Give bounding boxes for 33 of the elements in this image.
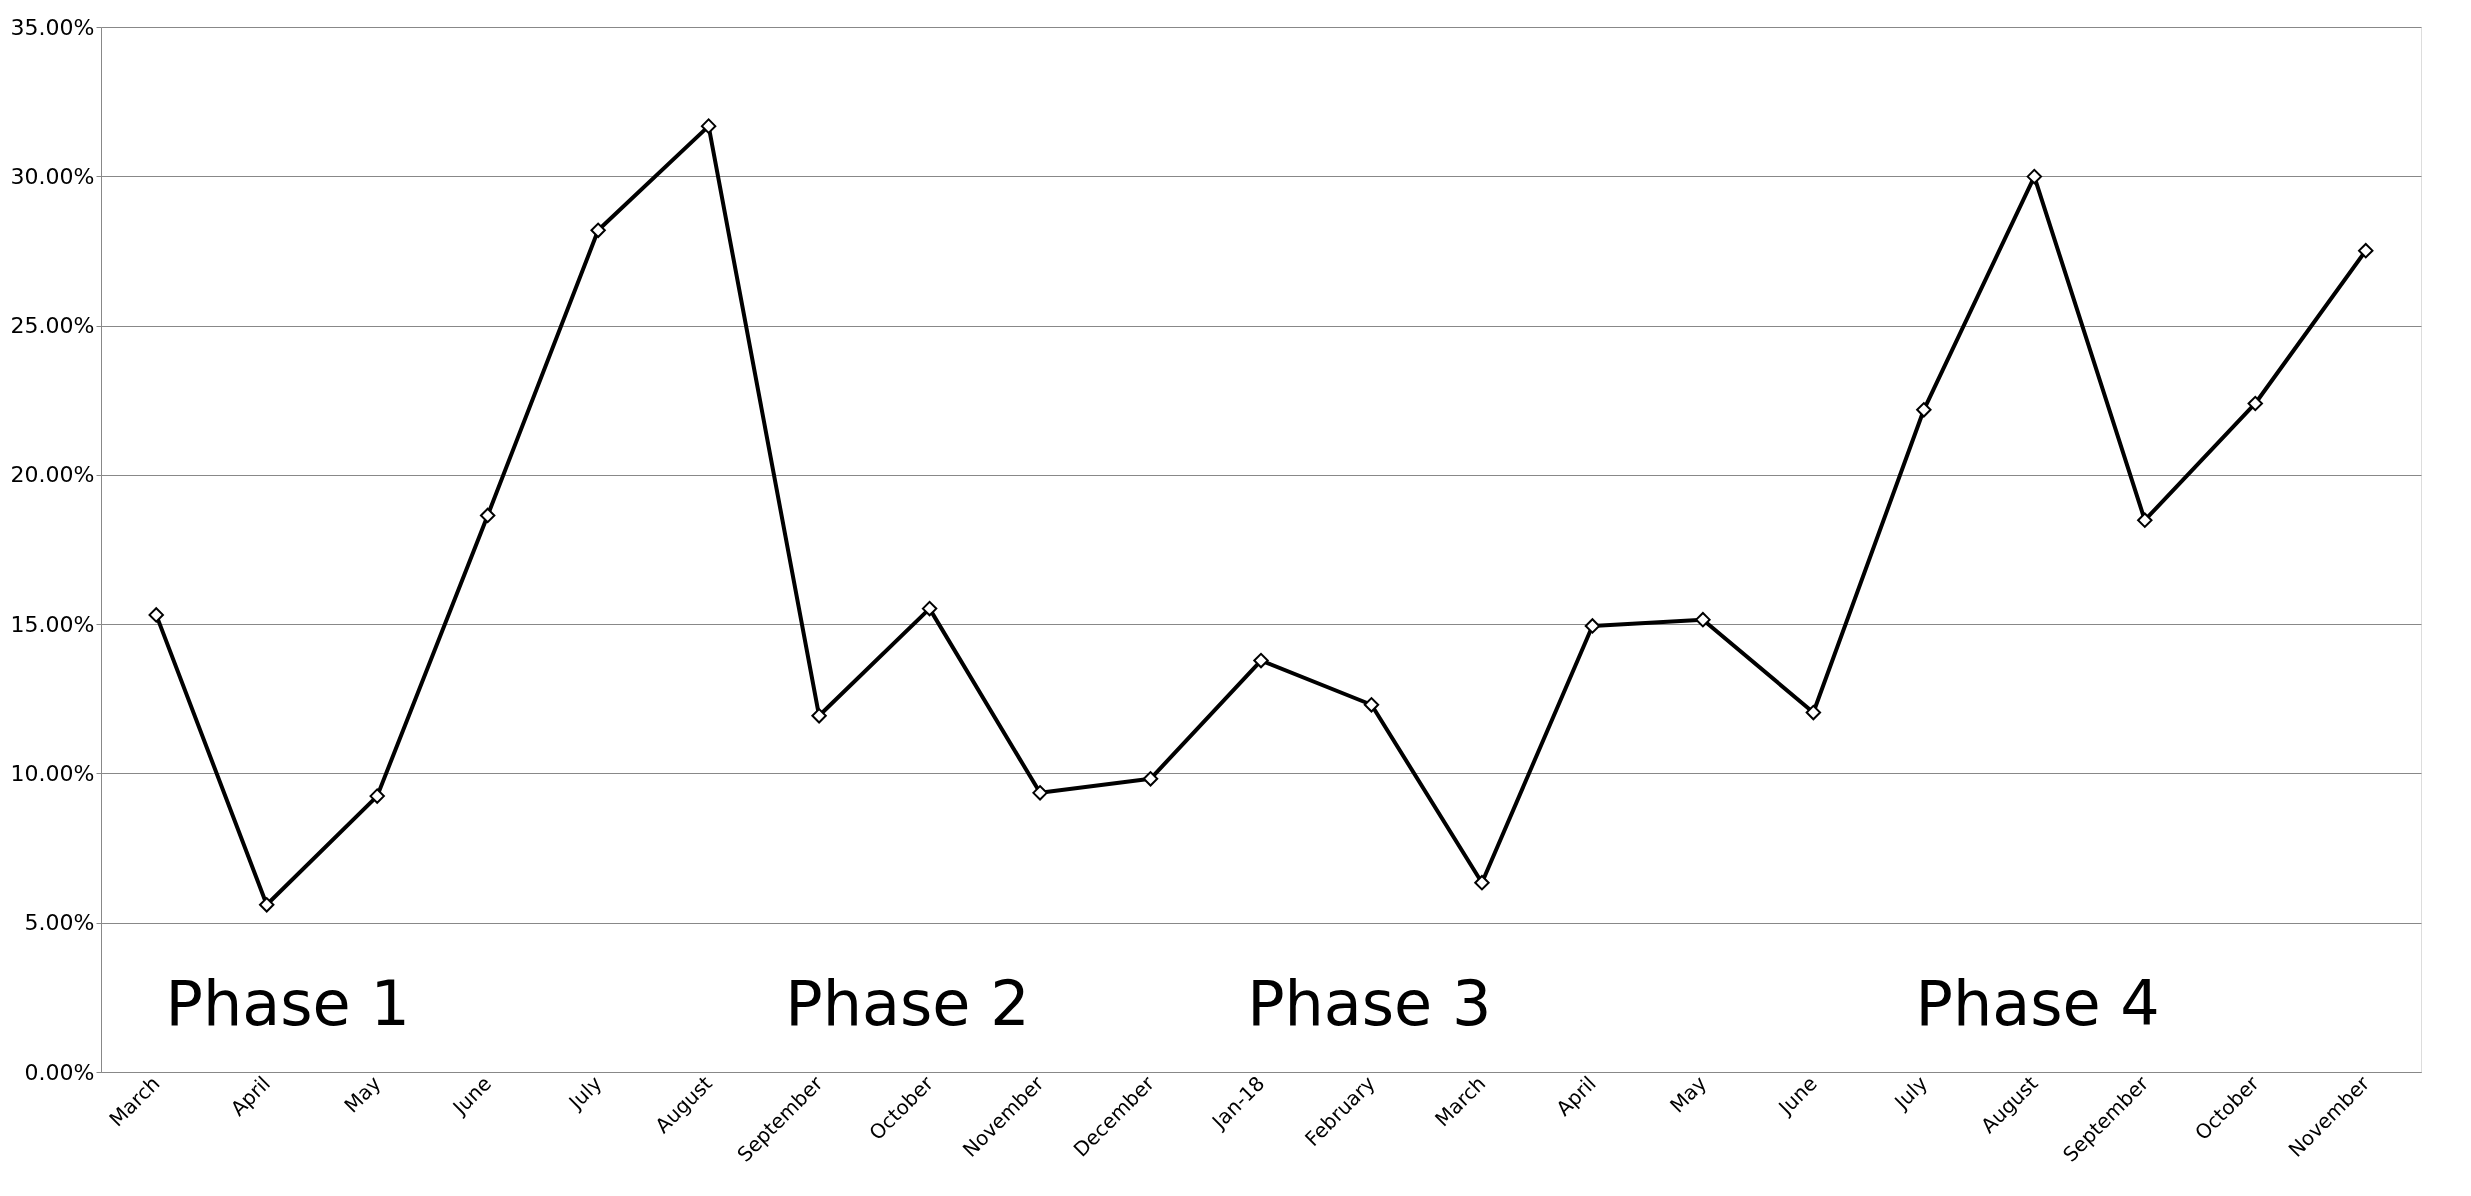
point	[2247, 395, 2263, 412]
y-tick-label: 25.00%	[10, 313, 95, 339]
point	[1142, 771, 1159, 787]
point	[2026, 168, 2043, 185]
point	[259, 897, 275, 913]
annotation: Phase 1	[165, 967, 410, 1041]
y-tick-label: 35.00%	[10, 14, 95, 40]
point	[1695, 611, 1711, 628]
point	[1363, 697, 1380, 713]
point	[2358, 242, 2374, 259]
point	[479, 507, 496, 524]
point	[148, 607, 164, 623]
point	[2137, 512, 2153, 528]
annotation: Phase 4	[1915, 967, 2160, 1041]
y-tick-label: 5.00%	[24, 910, 95, 936]
point	[1584, 618, 1601, 634]
annotation: Phase 2	[785, 967, 1030, 1041]
point	[1253, 652, 1269, 669]
y-tick-label: 10.00%	[10, 760, 95, 786]
point	[1474, 875, 1490, 891]
y-tick-label: 20.00%	[10, 462, 95, 488]
point	[700, 118, 717, 134]
point	[811, 708, 827, 724]
annotation: Phase 3	[1247, 967, 1492, 1041]
point	[369, 788, 385, 804]
y-tick-label: 15.00%	[10, 611, 95, 637]
y-tick-label: 0.00%	[24, 1059, 95, 1085]
point	[921, 600, 938, 617]
y-tick-label: 30.00%	[10, 163, 95, 189]
point	[1916, 402, 1932, 418]
point	[1805, 704, 1822, 721]
point	[1032, 785, 1048, 801]
point	[590, 222, 606, 239]
